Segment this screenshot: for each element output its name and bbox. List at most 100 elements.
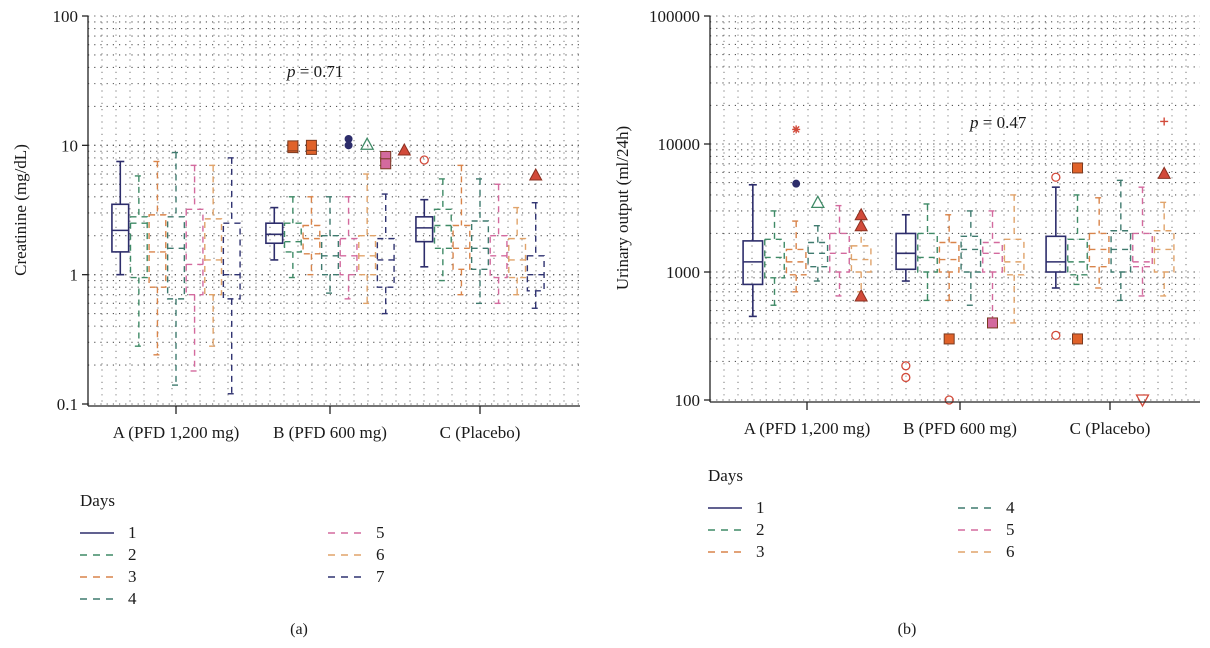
panel-b-outliers (792, 117, 1172, 408)
legend-item-day-4: 4 (958, 498, 1015, 517)
outlier-point (1135, 394, 1150, 408)
panel-a: 0.1 1 10 100 A (PFD 1,200 mg) B (PFD 600 mg) C… (11, 7, 580, 638)
legend-item-day-1: 1 (708, 498, 765, 517)
legend-item-day-5: 5 (328, 523, 385, 542)
box-day-3 (1088, 197, 1110, 289)
legend-item-day-3: 3 (708, 542, 765, 561)
panel-b-p-value: p = 0.47 (969, 113, 1027, 132)
outlier-point (792, 125, 801, 134)
outlier-point (380, 158, 392, 170)
box-iqr (433, 208, 452, 249)
panel-b-y-axis-label: Urinary output (ml/24h) (613, 126, 632, 290)
box-day-6 (358, 173, 377, 305)
outlier-point (901, 372, 911, 383)
box-iqr (982, 241, 1003, 273)
legend-item-day-4: 4 (80, 589, 137, 608)
y-tick-label: 100000 (649, 7, 700, 26)
box-day-4 (166, 151, 186, 386)
outlier-point (287, 140, 299, 152)
box-iqr (339, 237, 358, 276)
outlier-point (1072, 162, 1083, 174)
panel-a-legend-title: Days (80, 491, 115, 510)
outlier-point (792, 179, 801, 188)
y-tick-label: 1000 (666, 263, 700, 282)
panel-b-boxes (742, 179, 1175, 324)
panel-a-p-rest: = 0.71 (296, 62, 344, 81)
box-iqr (1003, 238, 1025, 276)
legend-label: 2 (128, 545, 137, 564)
x-tick-label: B (PFD 600 mg) (273, 423, 387, 442)
outlier-point (1051, 172, 1061, 182)
box-day-7 (526, 202, 545, 309)
panel-a-p-symbol: p (286, 62, 296, 81)
panel-b-axes: 100 1000 10000 100000 A (PFD 1,200 mg) B (PFD… (649, 7, 1200, 438)
panel-b-legend: Days 1 2 3 4 5 6 (708, 466, 1015, 561)
box-day-6 (1153, 201, 1175, 297)
box-day-2 (129, 175, 148, 347)
box-iqr (222, 222, 241, 300)
outlier-point (944, 395, 954, 405)
panel-a-legend: Days 1 2 3 4 5 6 7 (80, 491, 385, 608)
box-day-4 (320, 196, 340, 294)
outlier-point (810, 195, 825, 209)
outlier-point (528, 167, 543, 181)
box-day-7 (376, 193, 395, 315)
box-iqr (148, 214, 167, 288)
outlier-point (1051, 330, 1061, 340)
panel-b-p-rest: = 0.47 (979, 113, 1027, 132)
outlier-point (419, 155, 429, 165)
legend-label: 7 (376, 567, 385, 586)
x-tick-label: B (PFD 600 mg) (903, 419, 1017, 438)
box-day-5 (1132, 186, 1153, 297)
box-iqr (166, 216, 186, 300)
box-iqr (807, 241, 829, 268)
box-day-3 (302, 196, 321, 276)
panel-b-p-symbol: p (969, 113, 979, 132)
box-iqr (1132, 232, 1153, 268)
x-tick-label: A (PFD 1,200 mg) (744, 419, 871, 438)
legend-label: 4 (128, 589, 137, 608)
panel-a-p-value: p = 0.71 (286, 62, 343, 81)
box-day-1 (415, 198, 434, 268)
box-iqr (1067, 238, 1088, 276)
outlier-point (854, 288, 869, 302)
legend-item-day-2: 2 (708, 520, 765, 539)
legend-label: 5 (1006, 520, 1015, 539)
box-day-2 (283, 196, 302, 279)
y-tick-label: 1 (70, 266, 79, 285)
outlier-point (987, 317, 998, 329)
box-day-5 (339, 196, 358, 300)
box-day-3 (785, 220, 807, 293)
box-iqr (1045, 235, 1067, 273)
box-day-3 (148, 160, 167, 356)
legend-item-day-7: 7 (328, 567, 385, 586)
legend-label: 4 (1006, 498, 1015, 517)
box-day-4 (960, 210, 982, 306)
outlier-point (397, 142, 412, 156)
box-day-5 (829, 204, 850, 297)
box-day-4 (807, 224, 829, 282)
x-tick-label: C (Placebo) (1070, 419, 1151, 438)
legend-label: 3 (756, 542, 765, 561)
box-day-6 (204, 164, 223, 347)
legend-item-day-1: 1 (80, 523, 137, 542)
panel-b-legend-title: Days (708, 466, 743, 485)
legend-label: 5 (376, 523, 385, 542)
box-iqr (283, 222, 302, 253)
box-day-5 (982, 210, 1003, 324)
box-iqr (917, 232, 938, 273)
box-day-5 (185, 164, 204, 372)
box-iqr (376, 237, 395, 288)
box-day-1 (1045, 186, 1067, 289)
box-day-6 (508, 206, 527, 296)
box-day-3 (938, 214, 960, 302)
panel-a-boxes (111, 151, 545, 395)
box-iqr (829, 232, 850, 273)
box-day-1 (265, 206, 284, 261)
box-iqr (489, 235, 508, 279)
panel-b-grid (710, 15, 1200, 401)
legend-label: 6 (1006, 542, 1015, 561)
box-iqr (415, 216, 434, 243)
box-iqr (938, 241, 960, 273)
